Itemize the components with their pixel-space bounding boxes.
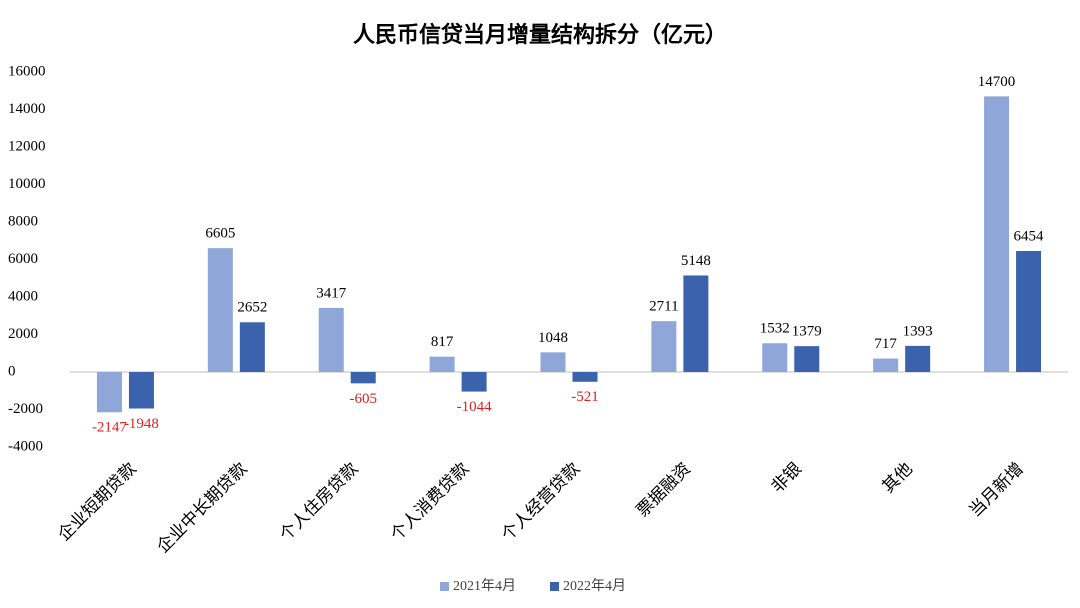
value-label: 2711: [649, 299, 678, 315]
bar: [905, 345, 931, 372]
value-label: 1379: [792, 324, 822, 340]
value-label: 5148: [681, 253, 711, 269]
value-label: -605: [349, 391, 377, 407]
bar: [318, 307, 344, 372]
bar: [651, 321, 677, 372]
x-tick-label: 票据融资: [633, 459, 695, 521]
x-tick-label: 个人消费贷款: [387, 459, 473, 545]
y-tick-label: 0: [8, 363, 16, 379]
y-tick-label: -2000: [8, 401, 43, 417]
value-label: -1948: [124, 416, 159, 432]
y-tick-label: 14000: [8, 101, 46, 117]
bar: [1016, 250, 1042, 372]
legend-label: 2022年4月: [563, 578, 626, 594]
value-label: 2652: [237, 300, 267, 316]
x-tick-label: 企业中长期贷款: [153, 459, 251, 557]
legend-swatch: [550, 582, 559, 591]
bar: [239, 322, 265, 372]
y-tick-label: 6000: [8, 251, 38, 267]
bar: [683, 275, 709, 372]
bar: [762, 343, 788, 372]
value-label: -521: [571, 389, 599, 405]
x-tick-label: 企业短期贷款: [54, 459, 140, 545]
value-label: 6605: [205, 226, 235, 242]
value-label: -2147: [92, 420, 127, 436]
y-tick-label: 8000: [8, 213, 38, 229]
value-label: 3417: [316, 285, 347, 301]
value-label: 6454: [1014, 228, 1045, 244]
value-label: 717: [874, 336, 897, 352]
bar: [984, 96, 1010, 372]
bar: [207, 248, 233, 372]
bar: [873, 358, 899, 372]
y-tick-label: 4000: [8, 288, 38, 304]
y-tick-label: 10000: [8, 176, 46, 192]
legend-label: 2021年4月: [453, 578, 516, 594]
x-tick-label: 非银: [768, 459, 806, 497]
bar: [429, 356, 455, 372]
legend-swatch: [440, 582, 449, 591]
x-tick-label: 当月新增: [965, 459, 1027, 521]
bar: [96, 372, 122, 413]
bar: [572, 372, 598, 382]
value-label: 1393: [903, 323, 933, 339]
bar: [794, 346, 820, 372]
value-label: -1044: [457, 399, 492, 415]
x-tick-label: 个人经营贷款: [498, 459, 584, 545]
value-label: 1532: [760, 321, 790, 337]
bar: [128, 372, 154, 409]
value-label: 1048: [538, 330, 568, 346]
y-tick-label: 16000: [8, 63, 46, 79]
bar: [540, 352, 566, 372]
chart-title: 人民币信贷当月增量结构拆分（亿元）: [353, 22, 727, 48]
y-tick-label: 2000: [8, 326, 38, 342]
x-tick-label: 其他: [879, 459, 917, 497]
x-tick-label: 个人住房贷款: [276, 459, 362, 545]
bar: [461, 372, 487, 392]
bar: [350, 372, 376, 384]
y-tick-label: -4000: [8, 438, 43, 454]
value-label: 817: [431, 334, 454, 350]
value-label: 14700: [978, 74, 1016, 90]
y-tick-label: 12000: [8, 138, 46, 154]
